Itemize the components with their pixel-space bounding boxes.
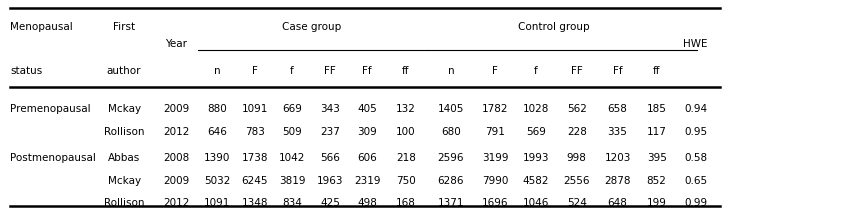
Text: 0.99: 0.99 xyxy=(684,198,707,209)
Text: Mckay: Mckay xyxy=(108,104,141,114)
Text: 425: 425 xyxy=(320,198,340,209)
Text: 646: 646 xyxy=(207,127,227,137)
Text: 6286: 6286 xyxy=(437,176,464,186)
Text: 1091: 1091 xyxy=(204,198,230,209)
Text: 498: 498 xyxy=(358,198,377,209)
Text: 1042: 1042 xyxy=(279,153,306,163)
Text: 1782: 1782 xyxy=(482,104,509,114)
Text: 880: 880 xyxy=(207,104,227,114)
Text: Year: Year xyxy=(165,39,187,49)
Text: 1405: 1405 xyxy=(437,104,464,114)
Text: 1028: 1028 xyxy=(523,104,549,114)
Text: 524: 524 xyxy=(567,198,587,209)
Text: 237: 237 xyxy=(320,127,340,137)
Text: 0.95: 0.95 xyxy=(684,127,707,137)
Text: 132: 132 xyxy=(396,104,416,114)
Text: 648: 648 xyxy=(608,198,628,209)
Text: 343: 343 xyxy=(320,104,340,114)
Text: 669: 669 xyxy=(282,104,302,114)
Text: 7990: 7990 xyxy=(482,176,509,186)
Text: 566: 566 xyxy=(320,153,340,163)
Text: 2878: 2878 xyxy=(604,176,631,186)
Text: author: author xyxy=(107,66,141,76)
Text: 6245: 6245 xyxy=(241,176,268,186)
Text: 1696: 1696 xyxy=(482,198,509,209)
Text: 1091: 1091 xyxy=(241,104,268,114)
Text: f: f xyxy=(290,66,294,76)
Text: 783: 783 xyxy=(245,127,265,137)
Text: Premenopausal: Premenopausal xyxy=(10,104,91,114)
Text: ff: ff xyxy=(653,66,661,76)
Text: 834: 834 xyxy=(282,198,302,209)
Text: 1046: 1046 xyxy=(523,198,549,209)
Text: 852: 852 xyxy=(647,176,667,186)
Text: f: f xyxy=(534,66,538,76)
Text: 1348: 1348 xyxy=(241,198,268,209)
Text: 1390: 1390 xyxy=(204,153,230,163)
Text: 2319: 2319 xyxy=(354,176,380,186)
Text: 199: 199 xyxy=(647,198,667,209)
Text: ff: ff xyxy=(402,66,410,76)
Text: 680: 680 xyxy=(441,127,461,137)
Text: 2012: 2012 xyxy=(163,198,189,209)
Text: 509: 509 xyxy=(282,127,302,137)
Text: 1963: 1963 xyxy=(317,176,344,186)
Text: 2596: 2596 xyxy=(437,153,464,163)
Text: 335: 335 xyxy=(608,127,628,137)
Text: 2556: 2556 xyxy=(563,176,590,186)
Text: First: First xyxy=(113,22,135,32)
Text: n: n xyxy=(448,66,454,76)
Text: Case group: Case group xyxy=(282,22,341,32)
Text: 405: 405 xyxy=(358,104,377,114)
Text: Ff: Ff xyxy=(362,66,372,76)
Text: 0.94: 0.94 xyxy=(684,104,707,114)
Text: 218: 218 xyxy=(396,153,416,163)
Text: 562: 562 xyxy=(567,104,587,114)
Text: 569: 569 xyxy=(526,127,546,137)
Text: F: F xyxy=(252,66,258,76)
Text: n: n xyxy=(214,66,220,76)
Text: 3199: 3199 xyxy=(482,153,509,163)
Text: 2008: 2008 xyxy=(163,153,189,163)
Text: Rollison: Rollison xyxy=(104,198,144,209)
Text: FF: FF xyxy=(571,66,582,76)
Text: 117: 117 xyxy=(647,127,667,137)
Text: F: F xyxy=(492,66,498,76)
Text: 228: 228 xyxy=(567,127,587,137)
Text: 185: 185 xyxy=(647,104,667,114)
Text: 1738: 1738 xyxy=(241,153,268,163)
Text: 1203: 1203 xyxy=(604,153,631,163)
Text: Abbas: Abbas xyxy=(108,153,141,163)
Text: HWE: HWE xyxy=(683,39,708,49)
Text: 395: 395 xyxy=(647,153,667,163)
Text: 0.65: 0.65 xyxy=(684,176,707,186)
Text: 791: 791 xyxy=(485,127,505,137)
Text: 750: 750 xyxy=(396,176,416,186)
Text: 1993: 1993 xyxy=(523,153,549,163)
Text: 168: 168 xyxy=(396,198,416,209)
Text: 0.58: 0.58 xyxy=(684,153,707,163)
Text: status: status xyxy=(10,66,43,76)
Text: Menopausal: Menopausal xyxy=(10,22,73,32)
Text: 658: 658 xyxy=(608,104,628,114)
Text: 1371: 1371 xyxy=(437,198,464,209)
Text: Mckay: Mckay xyxy=(108,176,141,186)
Text: Ff: Ff xyxy=(613,66,622,76)
Text: 606: 606 xyxy=(358,153,377,163)
Text: Control group: Control group xyxy=(518,22,589,32)
Text: 998: 998 xyxy=(567,153,587,163)
Text: Postmenopausal: Postmenopausal xyxy=(10,153,96,163)
Text: 5032: 5032 xyxy=(204,176,230,186)
Text: 2009: 2009 xyxy=(163,104,189,114)
Text: 3819: 3819 xyxy=(279,176,306,186)
Text: 2012: 2012 xyxy=(163,127,189,137)
Text: 100: 100 xyxy=(396,127,416,137)
Text: Rollison: Rollison xyxy=(104,127,144,137)
Text: 309: 309 xyxy=(358,127,377,137)
Text: 4582: 4582 xyxy=(523,176,549,186)
Text: 2009: 2009 xyxy=(163,176,189,186)
Text: FF: FF xyxy=(325,66,336,76)
